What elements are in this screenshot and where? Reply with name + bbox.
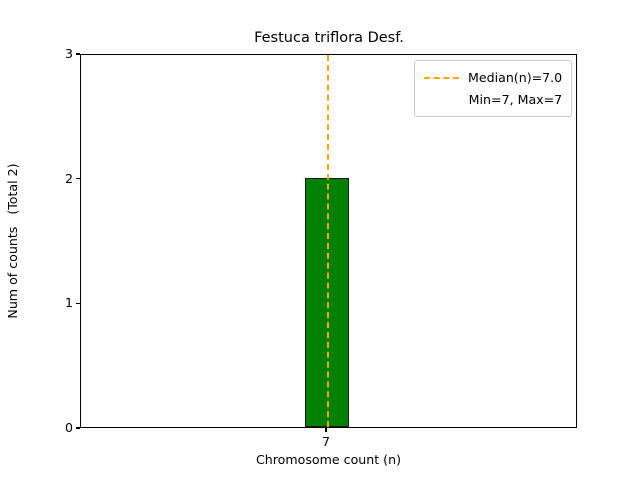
ytick-mark [76, 302, 80, 304]
xtick-label: 7 [321, 434, 330, 449]
ytick-label: 1 [64, 295, 73, 311]
legend-item-label: Median(n)=7.0 [468, 70, 563, 85]
ytick-mark [76, 427, 80, 429]
blank-swatch-icon [425, 99, 460, 101]
median-line [327, 55, 329, 427]
x-axis-label: Chromosome count (n) [256, 452, 401, 467]
ytick-label: 3 [64, 46, 73, 61]
xtick-mark [325, 428, 327, 432]
ytick-mark [76, 178, 80, 180]
chart-title: Festuca triflora Desf. [254, 30, 404, 46]
ytick-mark [76, 53, 80, 55]
y-axis-label-container: Num of counts (Total 2) [0, 54, 24, 428]
legend-item-label: Min=7, Max=7 [468, 92, 563, 107]
y-axis-label: Num of counts (Total 2) [4, 163, 20, 319]
ytick-label: 2 [64, 170, 73, 186]
dashed-line-icon [424, 76, 459, 79]
legend-item-median: Median(n)=7.0 [424, 67, 562, 88]
legend: Median(n)=7.0 Min=7, Max=7 [414, 60, 573, 117]
legend-item-minmax: Min=7, Max=7 [425, 89, 563, 110]
ytick-label: 0 [64, 420, 73, 435]
